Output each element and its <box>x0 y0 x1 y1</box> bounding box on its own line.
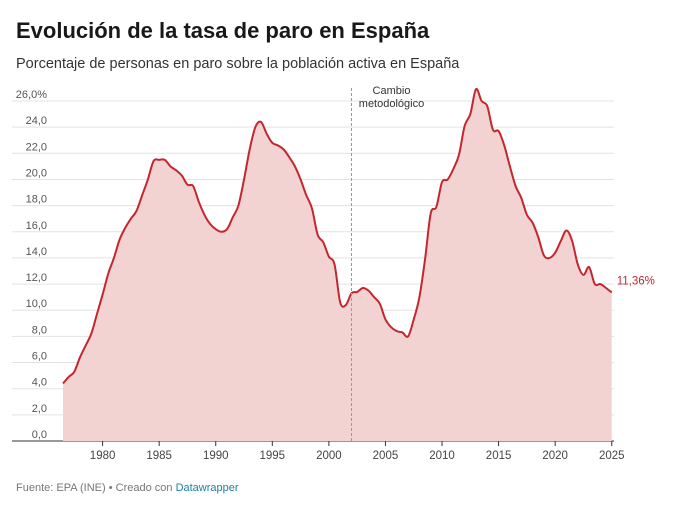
area-layer <box>62 87 613 441</box>
y-tick-label: 10,0 <box>26 298 47 310</box>
y-tick-label: 24,0 <box>26 115 47 127</box>
series-line <box>62 87 613 385</box>
y-tick-label: 20,0 <box>26 167 47 179</box>
x-tick-label: 2010 <box>429 450 455 462</box>
x-tick-label: 2005 <box>373 450 399 462</box>
y-tick-label: 0,0 <box>32 429 47 441</box>
y-tick-label: 4,0 <box>32 377 47 389</box>
x-tick-label: 1985 <box>146 450 172 462</box>
footer-source: Fuente: EPA (INE) • Creado con <box>16 482 173 494</box>
x-tick-label: 2000 <box>316 450 342 462</box>
last-value-label: 11,36% <box>617 275 655 287</box>
y-tick-label: 26,0% <box>16 89 47 101</box>
x-tick-label: 1980 <box>90 450 116 462</box>
chart-subtitle: Porcentaje de personas en paro sobre la … <box>16 56 460 72</box>
axis-layer: 0,0 2,0 4,0 6,0 8,0 10,0 12,0 14,0 16,0 18,0 20,0 2… <box>16 89 625 462</box>
y-tick-label: 2,0 <box>32 403 47 415</box>
chart-footer: Fuente: EPA (INE) • Creado con Datawrapp… <box>16 482 239 494</box>
series-area-fill <box>63 88 612 441</box>
chart-title: Evolución de la tasa de paro en España <box>16 18 430 43</box>
y-tick-label: 6,0 <box>32 351 47 363</box>
y-tick-label: 8,0 <box>32 324 47 336</box>
x-tick-label: 2015 <box>486 450 512 462</box>
x-tick-label: 1995 <box>260 450 286 462</box>
y-tick-label: 16,0 <box>26 220 47 232</box>
methodology-annotation-line2: metodológico <box>359 98 424 110</box>
y-tick-label: 18,0 <box>26 194 47 206</box>
x-tick-label: 2025 <box>599 450 625 462</box>
x-tick-label: 1990 <box>203 450 229 462</box>
datawrapper-link[interactable]: Datawrapper <box>175 482 239 494</box>
x-tick-label: 2020 <box>542 450 568 462</box>
methodology-annotation-line1: Cambio <box>373 85 411 97</box>
y-tick-label: 12,0 <box>26 272 47 284</box>
y-tick-label: 22,0 <box>26 141 47 153</box>
y-tick-label: 14,0 <box>26 246 47 258</box>
